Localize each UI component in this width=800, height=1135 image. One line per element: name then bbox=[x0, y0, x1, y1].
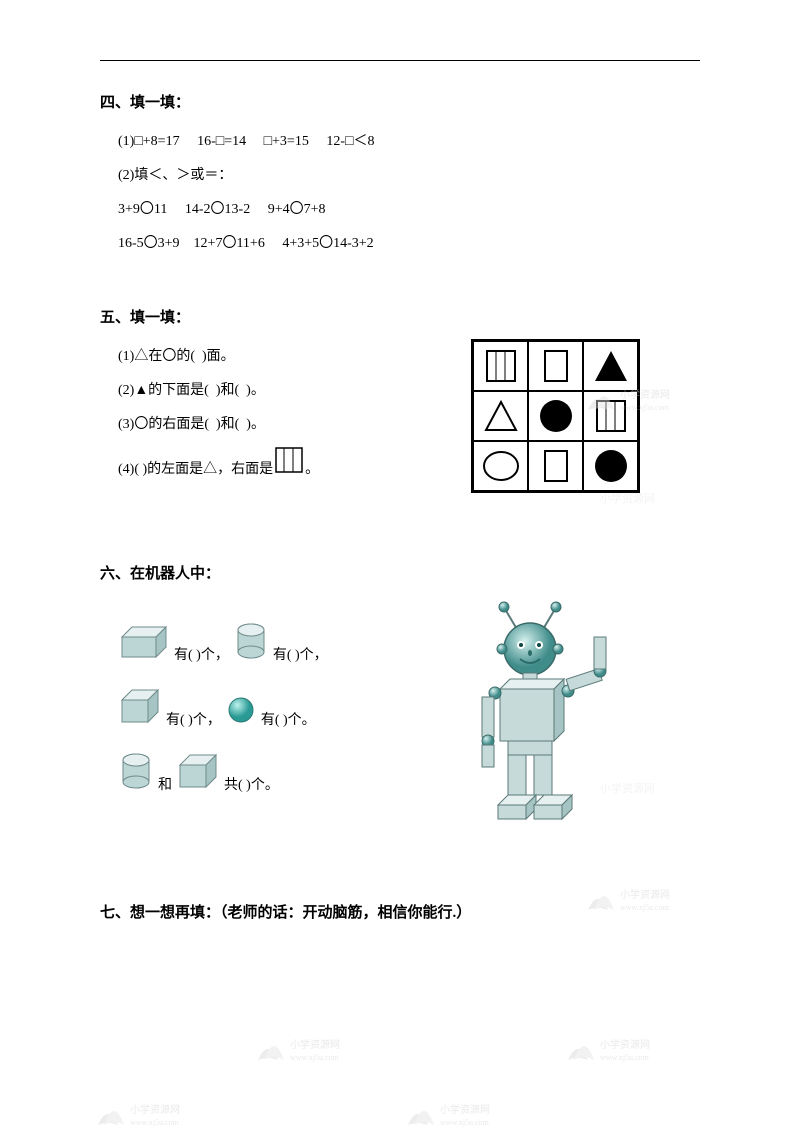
s5-q4b: 。 bbox=[305, 458, 319, 478]
svg-text:www.xj5u.com: www.xj5u.com bbox=[130, 1118, 180, 1127]
s4-line1: (1)□+8=17 16-□=14 □+3=15 12-□＜8 bbox=[118, 130, 700, 150]
section5-title: 五、填一填： bbox=[100, 306, 700, 327]
watermark-icon: 小学资源网 bbox=[590, 480, 730, 520]
watermark-icon: 小学资源网 www.xj5u.com bbox=[580, 880, 720, 920]
sphere-icon bbox=[227, 696, 255, 729]
grid-cell-2 bbox=[528, 341, 583, 391]
svg-text:小学资源网: 小学资源网 bbox=[620, 388, 670, 401]
cube2-icon bbox=[178, 753, 218, 794]
grid-cell-1 bbox=[473, 341, 528, 391]
svg-text:小学资源网: 小学资源网 bbox=[600, 781, 655, 795]
svg-text:www.xj5u.com: www.xj5u.com bbox=[440, 1118, 490, 1127]
section6-title: 六、在机器人中： bbox=[100, 562, 700, 583]
s6-l2b: 有( )个。 bbox=[261, 709, 316, 729]
watermark-icon: 小学资源网 www.xj5u.com bbox=[400, 1095, 540, 1135]
s4-line3: 3+9〇11 14-2〇13-2 9+4〇7+8 bbox=[118, 198, 700, 218]
grid-cell-7 bbox=[473, 441, 528, 491]
svg-text:www.xj5u.com: www.xj5u.com bbox=[600, 1053, 650, 1062]
svg-text:小学资源网: 小学资源网 bbox=[130, 1103, 180, 1116]
s4-line4: 16-5〇3+9 12+7〇11+6 4+3+5〇14-3+2 bbox=[118, 232, 700, 252]
grid-cell-8 bbox=[528, 441, 583, 491]
svg-text:小学资源网: 小学资源网 bbox=[290, 1038, 340, 1051]
watermark-icon: 小学资源网 bbox=[590, 770, 730, 810]
cylinder-icon bbox=[235, 623, 267, 664]
top-rule bbox=[100, 60, 700, 61]
striped-rect-icon bbox=[275, 447, 303, 478]
svg-text:www.xj5u.com: www.xj5u.com bbox=[290, 1053, 340, 1062]
svg-text:小学资源网: 小学资源网 bbox=[620, 888, 670, 901]
s6-l3b: 共( )个。 bbox=[224, 774, 279, 794]
watermark-icon: 小学资源网 www.xj5u.com bbox=[580, 380, 720, 420]
watermark-icon: 小学资源网 www.xj5u.com bbox=[90, 1095, 230, 1135]
s5-q4a: (4)( )的左面是△，右面是 bbox=[118, 458, 273, 478]
cylinder2-icon bbox=[120, 753, 152, 794]
section4-title: 四、填一填： bbox=[100, 91, 700, 112]
grid-cell-4 bbox=[473, 391, 528, 441]
s6-l1a: 有( )个， bbox=[174, 644, 229, 664]
s6-l3a: 和 bbox=[158, 774, 172, 794]
s6-l2a: 有( )个， bbox=[166, 709, 221, 729]
cube-icon bbox=[120, 688, 160, 729]
s4-line2: (2)填＜、＞或＝： bbox=[118, 164, 700, 184]
svg-text:小学资源网: 小学资源网 bbox=[600, 491, 655, 505]
svg-text:www.xj5u.com: www.xj5u.com bbox=[620, 403, 670, 412]
cuboid-icon bbox=[120, 625, 168, 664]
watermark-icon: 小学资源网 www.xj5u.com bbox=[560, 1030, 700, 1070]
svg-text:小学资源网: 小学资源网 bbox=[600, 1038, 650, 1051]
svg-text:小学资源网: 小学资源网 bbox=[440, 1103, 490, 1116]
svg-text:www.xj5u.com: www.xj5u.com bbox=[620, 903, 670, 912]
watermark-icon: 小学资源网 www.xj5u.com bbox=[250, 1030, 390, 1070]
s6-l1b: 有( )个， bbox=[273, 644, 328, 664]
grid-cell-5 bbox=[528, 391, 583, 441]
